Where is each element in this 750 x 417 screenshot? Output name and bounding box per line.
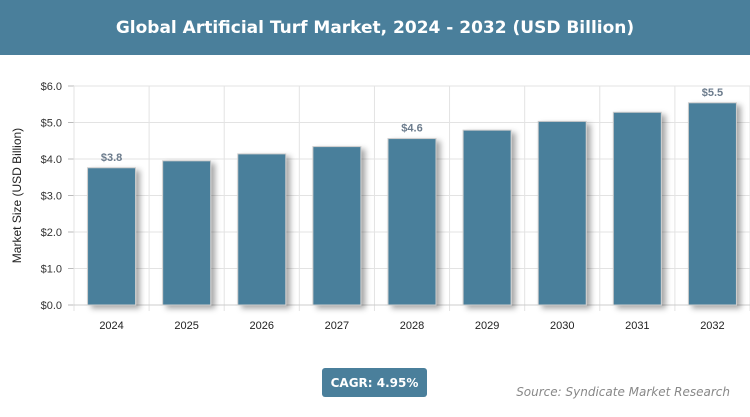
bar-chart: $0.0 $1.0 $2.0 $3.0 $4.0 $5.0 $6.0 2024 $3.8 2025… xyxy=(10,81,750,332)
bar-2024 xyxy=(87,167,137,306)
y-tick-label: $2.0 xyxy=(41,227,62,239)
y-tick-label: $4.0 xyxy=(41,154,62,166)
bar-2030 xyxy=(537,120,587,306)
bar-2032 xyxy=(687,102,737,306)
bar-2025 xyxy=(162,160,212,306)
cagr-badge: CAGR: 4.95% xyxy=(322,368,427,397)
data-label: $3.8 xyxy=(101,152,122,164)
data-label: $5.5 xyxy=(702,87,723,99)
bar-2027 xyxy=(312,146,362,306)
y-tick-label: $3.0 xyxy=(41,191,62,203)
y-tick-label: $6.0 xyxy=(41,81,62,93)
data-label: $4.6 xyxy=(401,123,422,135)
bar-2026 xyxy=(237,153,287,306)
x-tick-label: 2031 xyxy=(625,320,649,332)
y-tick-label: $1.0 xyxy=(41,264,62,276)
y-axis-label: Market Size (USD Billion) xyxy=(10,128,24,263)
x-tick-label: 2025 xyxy=(174,320,198,332)
x-tick-label: 2026 xyxy=(250,320,274,332)
x-tick-label: 2027 xyxy=(325,320,349,332)
y-tick-label: $5.0 xyxy=(41,118,62,130)
x-tick-label: 2029 xyxy=(475,320,499,332)
x-tick-label: 2030 xyxy=(550,320,574,332)
source-note: Source: Syndicate Market Research xyxy=(516,385,730,399)
y-tick-label: $0.0 xyxy=(41,300,62,312)
chart-title: Global Artificial Turf Market, 2024 - 20… xyxy=(0,0,750,55)
bar-2029 xyxy=(462,129,512,306)
bar-2031 xyxy=(612,111,662,306)
x-tick-label: 2032 xyxy=(700,320,724,332)
bar-2028 xyxy=(387,138,437,306)
x-tick-label: 2028 xyxy=(400,320,424,332)
x-tick-label: 2024 xyxy=(99,320,123,332)
